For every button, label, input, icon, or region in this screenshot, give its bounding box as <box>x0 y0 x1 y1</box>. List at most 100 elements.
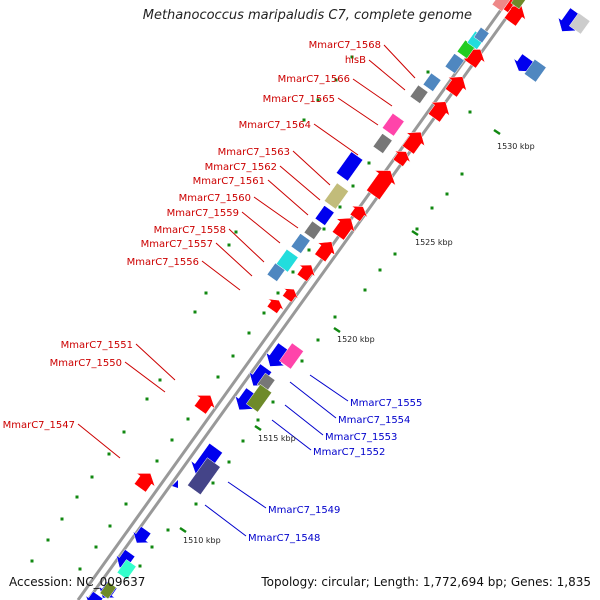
gene-feature <box>132 526 152 544</box>
tick-dot <box>211 481 215 485</box>
gene-feature <box>282 288 299 303</box>
gene-label-forward: MmarC7_1561 <box>193 176 265 187</box>
label-leader-line <box>201 260 241 291</box>
tick-dot <box>351 184 355 188</box>
tick-dot <box>107 452 111 456</box>
tick-dot <box>271 400 275 404</box>
topology-label: Topology: circular; Length: 1,772,694 bp… <box>261 575 591 589</box>
gene-label-forward: MmarC7_1560 <box>179 193 251 204</box>
label-leader-line <box>124 361 166 393</box>
gene-labels: MmarC7_1568 hisB MmarC7_1566 MmarC7_1565 Mma… <box>3 40 423 544</box>
label-leader-line <box>227 481 267 509</box>
gene-feature <box>503 5 526 27</box>
tick-dot <box>166 528 170 532</box>
gene-label-forward: MmarC7_1562 <box>205 162 277 173</box>
label-leader-line <box>241 211 281 244</box>
map-title: Methanococcus maripaludis C7, complete g… <box>142 8 472 23</box>
scale-label: 1520 kbp <box>337 335 375 344</box>
label-leader-line <box>383 44 416 79</box>
label-leader-line <box>267 179 309 216</box>
gene-label-forward: MmarC7_1550 <box>50 358 122 369</box>
scale-label: 1510 kbp <box>183 536 221 545</box>
gene-label-forward: MmarC7_1556 <box>127 257 199 268</box>
gene-label-forward: MmarC7_1558 <box>154 225 226 236</box>
tick-dot <box>124 502 128 506</box>
label-leader-line <box>313 123 359 156</box>
gene-label-forward: hisB <box>345 55 366 66</box>
tick-dot <box>426 70 430 74</box>
gene-feature <box>187 457 221 496</box>
label-leader-line <box>292 150 331 186</box>
gene-feature <box>568 12 591 35</box>
label-leader-line <box>215 242 253 277</box>
gene-feature <box>444 76 467 98</box>
tick-dot <box>367 161 371 165</box>
tick-dot <box>256 418 260 422</box>
gene-feature <box>296 264 316 282</box>
tick-dot <box>138 564 142 568</box>
tick-dot <box>445 192 449 196</box>
gene-label-forward: MmarC7_1559 <box>167 208 239 219</box>
tick-dot <box>415 227 419 231</box>
tick-dot <box>302 118 306 122</box>
gene-feature <box>473 26 490 44</box>
gene-label-forward: MmarC7_1557 <box>141 239 213 250</box>
gene-feature <box>401 131 426 155</box>
accession-label: Accession: NC_009637 <box>9 575 146 589</box>
label-leader-line <box>309 374 349 402</box>
tick-dot <box>322 227 326 231</box>
gene-label-forward: MmarC7_1564 <box>239 120 311 131</box>
label-leader-line <box>279 165 321 201</box>
scale-labels: 1530 kbp 1525 kbp 1520 kbp 1515 kbp 1510 kbp <box>179 128 535 545</box>
tick-dot <box>227 243 231 247</box>
tick-dot <box>60 517 64 521</box>
scale-label: 1515 kbp <box>258 434 296 443</box>
gene-feature <box>409 84 429 104</box>
tick-dot <box>307 248 311 252</box>
tick-dot <box>170 438 174 442</box>
tick-dot <box>316 98 320 102</box>
gene-label-reverse: MmarC7_1553 <box>325 432 397 443</box>
gene-feature <box>392 150 411 167</box>
gene-feature <box>510 0 526 10</box>
gene-feature <box>366 170 397 201</box>
label-leader-line <box>284 404 324 436</box>
gene-label-forward: MmarC7_1563 <box>218 147 290 158</box>
label-leader-line <box>204 504 247 537</box>
tick-dot <box>78 567 82 571</box>
gene-feature <box>427 101 450 123</box>
tick-dot <box>333 315 337 319</box>
scale-label: 1525 kbp <box>415 238 453 247</box>
scale-tick <box>254 424 262 432</box>
tick-dot <box>94 545 98 549</box>
gene-features <box>85 0 591 600</box>
gene-label-forward: MmarC7_1547 <box>3 420 75 431</box>
gene-feature <box>323 182 349 210</box>
gene-feature <box>116 559 137 580</box>
gene-feature <box>172 480 178 488</box>
gene-feature <box>314 205 335 226</box>
tick-dot <box>350 55 354 59</box>
tick-dot <box>430 206 434 210</box>
gene-feature <box>290 233 311 254</box>
gene-feature <box>335 151 364 182</box>
gene-label-reverse: MmarC7_1552 <box>313 447 385 458</box>
scale-tick <box>493 128 501 136</box>
gene-feature <box>444 53 465 74</box>
tick-dot <box>316 338 320 342</box>
label-leader-line <box>352 78 393 107</box>
tick-dot <box>234 230 238 234</box>
gene-feature <box>266 262 286 282</box>
label-leader-line <box>271 419 312 451</box>
tick-dot <box>194 502 198 506</box>
tick-dot <box>204 291 208 295</box>
tick-dot <box>186 417 190 421</box>
scale-tick <box>333 326 341 334</box>
tick-dot <box>363 288 367 292</box>
tick-dot <box>262 311 266 315</box>
tick-dot <box>460 172 464 176</box>
tick-dot <box>216 375 220 379</box>
tick-dot <box>291 270 295 274</box>
gene-feature <box>266 298 285 314</box>
tick-dot <box>241 439 245 443</box>
